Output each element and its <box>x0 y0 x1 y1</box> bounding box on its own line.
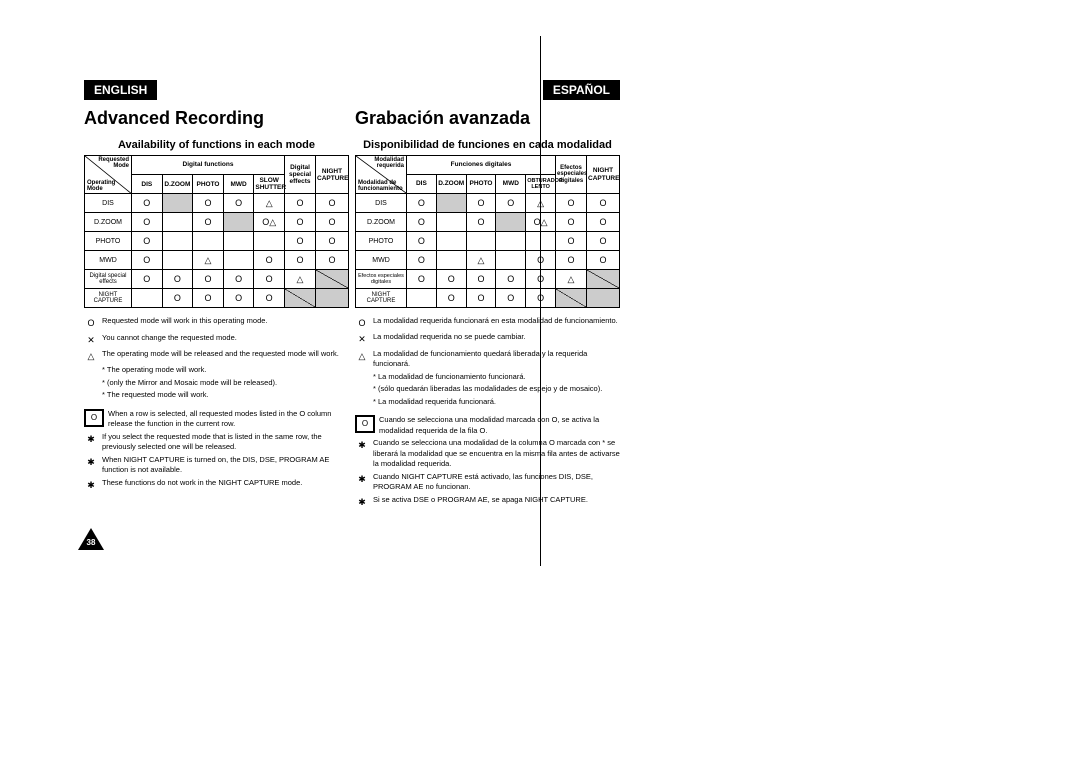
hdr-efectos: Efectos especiales digitales <box>556 156 587 194</box>
hdr-modalidad-funcionamiento: Modalidad de funcionamiento <box>358 180 406 192</box>
subtitle-english: Availability of functions in each mode <box>84 139 349 151</box>
availability-table-spanish: Modalidad requerida Modalidad de funcion… <box>355 155 620 308</box>
hdr-digital-functions: Digital functions <box>132 156 285 175</box>
page-number: 38 <box>78 528 104 550</box>
hdr-operating-mode: Operating Mode <box>87 180 131 192</box>
notes-spanish: OLa modalidad requerida funcionará en es… <box>355 316 620 509</box>
lang-badge-spanish: ESPAÑOL <box>543 80 620 100</box>
hdr-night-capture: NIGHT CAPTURE <box>316 156 349 194</box>
hdr-funciones-digitales: Funciones digitales <box>407 156 556 175</box>
hdr-modalidad-requerida: Modalidad requerida <box>356 157 404 169</box>
english-column: ENGLISH Advanced Recording Availability … <box>84 80 349 494</box>
title-spanish: Grabación avanzada <box>355 108 620 129</box>
title-english: Advanced Recording <box>84 108 349 129</box>
notes-english: ORequested mode will work in this operat… <box>84 316 349 492</box>
spanish-column: ESPAÑOL Grabación avanzada Disponibilida… <box>355 80 620 511</box>
subtitle-spanish: Disponibilidad de funciones en cada moda… <box>355 139 620 151</box>
hdr-night-capture-es: NIGHT CAPTURE <box>587 156 620 194</box>
lang-badge-english: ENGLISH <box>84 80 157 100</box>
hdr-requested-mode: Requested Mode <box>85 157 129 169</box>
availability-table-english: Requested Mode Operating Mode Digital fu… <box>84 155 349 308</box>
hdr-dse: Digital special effects <box>285 156 316 194</box>
manual-page: ENGLISH Advanced Recording Availability … <box>0 0 1080 763</box>
